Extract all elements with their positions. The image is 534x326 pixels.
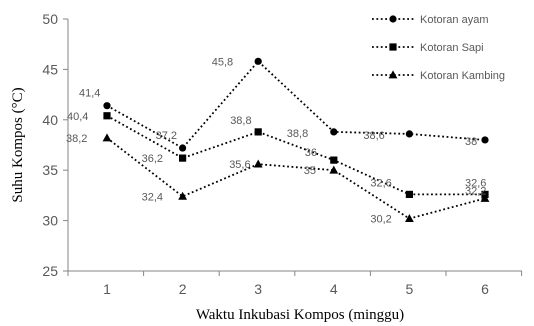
y-tick-label: 35 — [42, 162, 58, 178]
data-label-kambing: 30,2 — [370, 214, 391, 226]
data-label-sapi: 32,6 — [465, 177, 486, 189]
point-sapi — [179, 154, 187, 162]
data-label-ayam: 38,6 — [363, 130, 384, 142]
point-kambing — [178, 191, 187, 200]
data-label-ayam: 38,8 — [287, 128, 308, 140]
point-ayam — [481, 136, 489, 144]
legend: Kotoran ayam Kotoran Sapi Kotoran Kambing — [372, 14, 505, 82]
point-ayam — [103, 102, 111, 110]
y-tick-label: 50 — [42, 11, 58, 27]
data-label-kambing: 35,6 — [229, 159, 250, 171]
x-tick-label: 2 — [179, 281, 187, 297]
data-label-ayam: 45,8 — [212, 56, 233, 68]
x-tick-label: 4 — [330, 281, 338, 297]
point-kambing — [405, 213, 414, 222]
data-label-kambing: 32,4 — [142, 191, 163, 203]
data-labels: 41,4 37,2 45,8 38,8 38,6 38 40,4 36,2 38,8 36 32,6… — [66, 56, 486, 225]
point-sapi — [103, 112, 111, 120]
series-line-ayam — [106, 60, 486, 150]
point-ayam — [179, 144, 187, 152]
y-tick-label: 40 — [42, 112, 58, 128]
legend-label: Kotoran Kambing — [420, 70, 505, 82]
x-axis-title: Waktu Inkubasi Kompos (minggu) — [196, 307, 404, 323]
x-tick-label: 1 — [103, 281, 111, 297]
series-line-sapi — [106, 114, 485, 196]
data-label-kambing: 35 — [304, 165, 316, 177]
y-tick-label: 25 — [42, 263, 58, 279]
point-ayam — [330, 128, 338, 136]
y-axis-ticks: 25 30 35 40 45 50 — [42, 11, 68, 279]
y-tick-label: 30 — [42, 213, 58, 229]
point-kambing — [253, 159, 263, 168]
data-label-ayam: 38 — [465, 136, 477, 148]
x-tick-label: 3 — [254, 281, 262, 297]
point-ayam — [254, 57, 262, 65]
legend-label: Kotoran Sapi — [420, 42, 484, 54]
x-axis-ticks: 1 2 3 4 5 6 — [67, 271, 523, 297]
axes — [67, 19, 522, 272]
legend-item-kambing: Kotoran Kambing — [372, 70, 505, 82]
legend-label: Kotoran ayam — [420, 14, 488, 26]
data-label-sapi: 40,4 — [67, 111, 88, 123]
point-kambing — [480, 193, 490, 202]
x-tick-label: 6 — [481, 281, 489, 297]
point-kambing — [102, 133, 112, 142]
legend-marker — [389, 15, 397, 23]
data-label-sapi: 36,2 — [142, 153, 163, 165]
legend-marker — [388, 70, 398, 79]
data-label-sapi: 36 — [305, 147, 317, 159]
point-ayam — [405, 130, 413, 138]
data-label-sapi: 38,8 — [230, 115, 251, 127]
point-sapi — [254, 128, 262, 136]
series-line-kambing — [106, 137, 486, 220]
point-sapi — [405, 190, 413, 198]
data-label-kambing: 38,2 — [66, 133, 87, 145]
series-group — [102, 57, 490, 222]
y-tick-label: 45 — [42, 61, 58, 77]
legend-marker — [389, 43, 397, 51]
point-sapi — [330, 156, 338, 164]
data-label-sapi: 32,6 — [370, 177, 391, 189]
y-axis-title: Suhu Kompos (°C) — [10, 87, 26, 202]
x-tick-label: 5 — [406, 281, 414, 297]
point-kambing — [329, 165, 339, 174]
data-label-ayam: 41,4 — [79, 88, 100, 100]
data-label-ayam: 37,2 — [156, 130, 177, 142]
data-label-kambing: 32,2 — [465, 185, 486, 197]
legend-item-ayam: Kotoran ayam — [372, 14, 488, 26]
legend-item-sapi: Kotoran Sapi — [372, 42, 484, 54]
